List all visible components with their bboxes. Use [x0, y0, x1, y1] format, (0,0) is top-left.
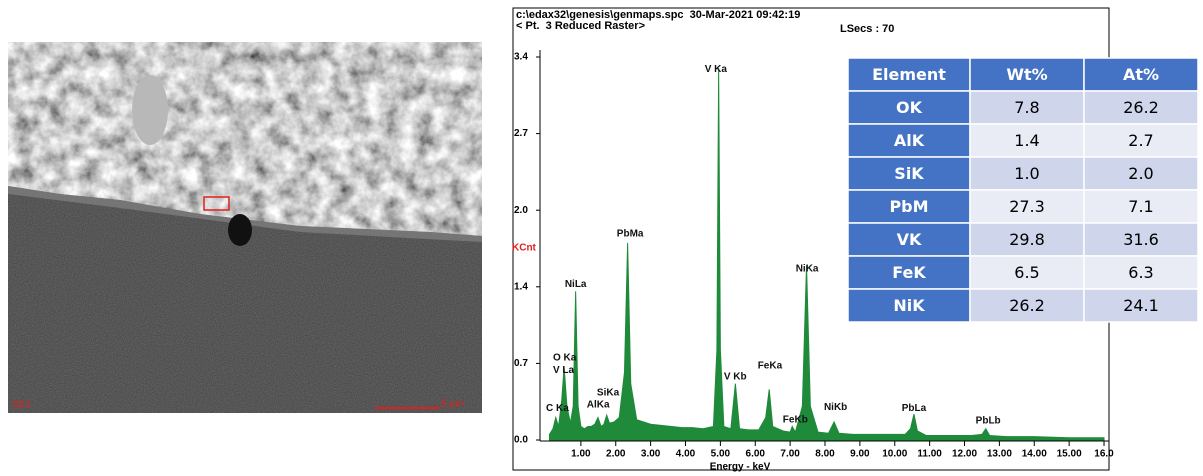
header-text: At%: [1123, 65, 1159, 84]
x-tick-label: 5.00: [711, 449, 731, 460]
y-tick-label: 0.7: [514, 358, 528, 369]
x-tick-label: 13.00: [987, 449, 1012, 460]
element-name: SiK: [894, 164, 924, 183]
peak-label: NiLa: [565, 279, 587, 290]
table-value: 6.5: [1014, 263, 1039, 282]
peak-label: NiKa: [796, 263, 819, 274]
element-name: PbM: [889, 197, 928, 216]
peak-label: PbLa: [902, 403, 927, 414]
element-name: VK: [897, 230, 922, 249]
table-value: 7.1: [1128, 197, 1153, 216]
x-tick-label: 6.00: [746, 449, 766, 460]
element-name: NiK: [893, 296, 925, 315]
table-value: 2.7: [1128, 131, 1153, 150]
y-tick-label: 0.0: [514, 435, 528, 446]
pore: [228, 214, 252, 246]
sem-image: SE1 5 µm: [8, 42, 482, 413]
peak-label: SiKa: [597, 387, 620, 398]
x-tick-label: 12.00: [952, 449, 977, 460]
y-tick-label: 3.4: [514, 52, 528, 63]
x-tick-label: 10.00: [882, 449, 907, 460]
peak-label: NiKb: [824, 402, 847, 413]
y-tick-label: 2.0: [514, 205, 528, 216]
peak-label: FeKb: [783, 414, 808, 425]
table-value: 26.2: [1123, 98, 1159, 117]
composition-table: Element Wt% At% OK 7.8 26.2 AlK 1.4 2.7 SiK 1.0 2.0…: [848, 58, 1198, 322]
lsecs: LSecs : 70: [840, 23, 894, 35]
x-tick-label: 14.00: [1022, 449, 1047, 460]
x-tick-label: 9.00: [850, 449, 870, 460]
x-tick-label: 8.00: [815, 449, 835, 460]
x-tick-label: 3.00: [641, 449, 661, 460]
x-tick-label: 2.00: [606, 449, 626, 460]
table-value: 26.2: [1009, 296, 1045, 315]
x-tick-label: 16.0: [1094, 449, 1114, 460]
table-value: 1.0: [1014, 164, 1039, 183]
header-text: Element: [872, 65, 946, 84]
peak-label: PbLb: [976, 415, 1001, 426]
table-value: 29.8: [1009, 230, 1045, 249]
y-axis-label: KCnt: [512, 243, 537, 254]
element-name: AlK: [894, 131, 925, 150]
peak-label: PbMa: [617, 228, 644, 239]
point-header: < Pt. 3 Reduced Raster>: [516, 20, 645, 32]
x-tick-label: 15.00: [1057, 449, 1082, 460]
grain: [132, 75, 168, 145]
table-value: 2.0: [1128, 164, 1153, 183]
peak-label: C Ka: [546, 403, 569, 414]
table-value: 27.3: [1009, 197, 1045, 216]
page: SE1 5 µm c:\edax32\genesis\genmaps.spc 3…: [0, 0, 1203, 476]
table-value: 31.6: [1123, 230, 1159, 249]
x-tick-label: 11.00: [917, 449, 942, 460]
peak-label: AlKa: [587, 400, 610, 411]
x-tick-label: 4.00: [676, 449, 696, 460]
table-value: 1.4: [1014, 131, 1039, 150]
element-name: OK: [896, 98, 923, 117]
x-tick-label: 7.00: [780, 449, 800, 460]
image-label: SE1: [12, 400, 31, 411]
scale-label: 5 µm: [441, 399, 463, 410]
peak-label: O Ka: [553, 352, 577, 363]
x-axis-label: Energy - keV: [710, 462, 771, 473]
peak-label: V La: [553, 365, 575, 376]
table-value: 7.8: [1014, 98, 1039, 117]
header-text: Wt%: [1006, 65, 1047, 84]
y-tick-label: 1.4: [514, 281, 528, 292]
x-tick-label: 1.00: [571, 449, 591, 460]
table-value: 6.3: [1128, 263, 1153, 282]
peak-label: V Kb: [724, 372, 747, 383]
peak-label: V Ka: [705, 64, 728, 75]
table-value: 24.1: [1123, 296, 1159, 315]
peak-label: FeKa: [758, 360, 783, 371]
y-tick-label: 2.7: [514, 128, 528, 139]
element-name: FeK: [892, 263, 926, 282]
